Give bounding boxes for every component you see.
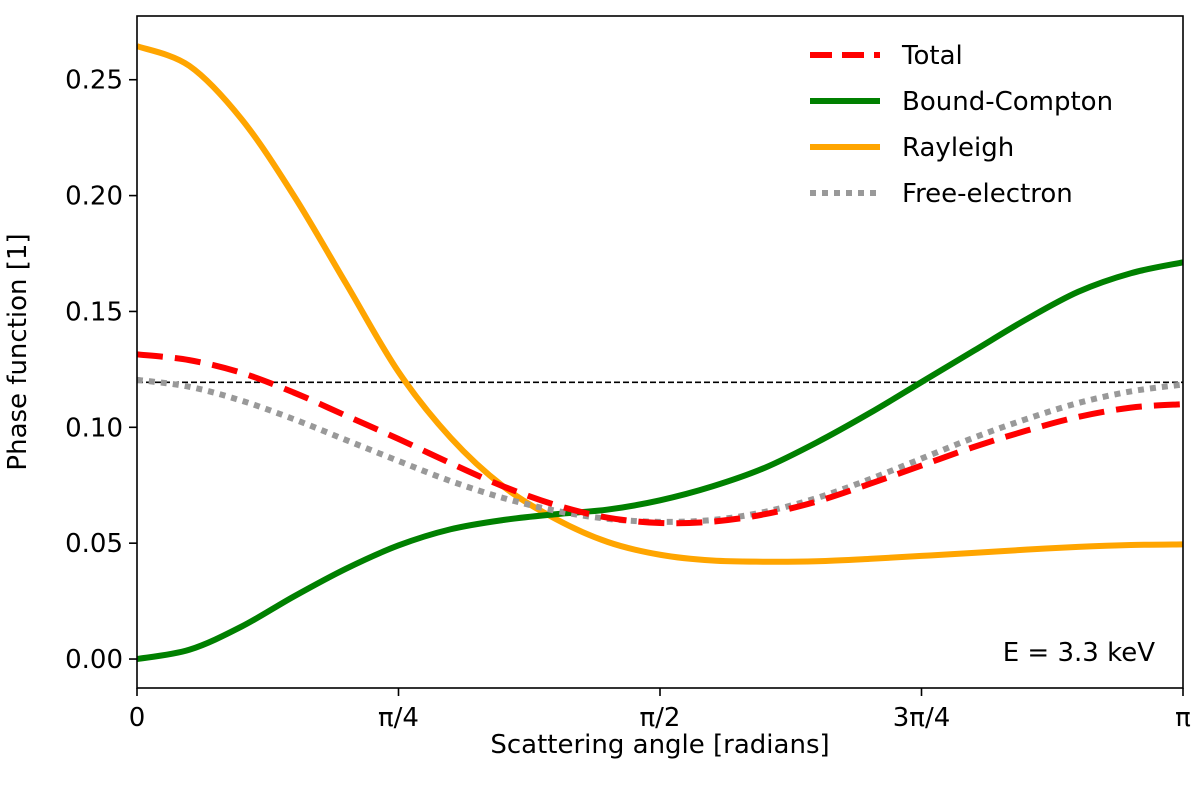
legend-label-free-electron: Free-electron: [902, 179, 1073, 209]
series-line-rayleigh: [137, 43, 1183, 565]
x-tick-label: π: [1175, 703, 1191, 733]
x-tick-label: 3π/4: [893, 703, 951, 733]
y-tick-label: 0.05: [65, 529, 123, 559]
series-line-bound-compton: [137, 259, 1183, 662]
x-axis-title: Scattering angle [radians]: [490, 730, 829, 760]
y-axis-title: Phase function [1]: [3, 233, 33, 470]
x-tick-label: π/4: [378, 703, 419, 733]
legend-label-bound-compton: Bound-Compton: [902, 87, 1113, 117]
y-tick-label: 0.15: [65, 297, 123, 327]
series-line-total: [137, 351, 1183, 527]
x-tick-label: π/2: [640, 703, 681, 733]
legend-label-total: Total: [901, 41, 963, 71]
y-tick-label: 0.20: [65, 182, 123, 212]
legend-label-rayleigh: Rayleigh: [902, 133, 1014, 163]
legend: Total Bound-Compton Rayleigh Free-electron: [810, 41, 1113, 209]
x-tick-label: 0: [129, 703, 146, 733]
y-tick-label: 0.10: [65, 413, 123, 443]
energy-annotation: E = 3.3 keV: [1003, 638, 1155, 668]
y-tick-label: 0.25: [65, 66, 123, 96]
y-tick-label: 0.00: [65, 645, 123, 675]
